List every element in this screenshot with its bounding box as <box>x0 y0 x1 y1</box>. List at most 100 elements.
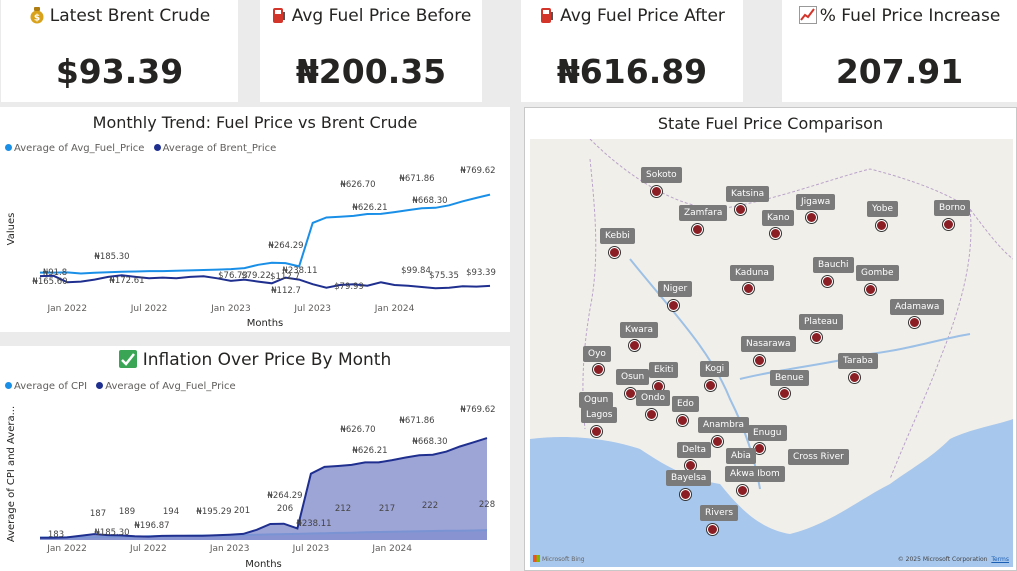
data-label: ₦112.7 <box>271 286 301 296</box>
map-pin[interactable] <box>677 415 688 426</box>
data-label: $79.99 <box>334 282 364 292</box>
map-pin[interactable] <box>735 204 746 215</box>
money-bag-icon: $ <box>29 6 45 24</box>
inflation-area-chart[interactable]: Average of CPI and Avera... Months Jan 202… <box>0 346 510 571</box>
kpi-title: Avg Fuel Price After <box>521 6 743 26</box>
state-label-niger: Niger <box>658 281 693 297</box>
data-label: 217 <box>379 504 395 514</box>
state-label-katsina: Katsina <box>726 186 770 202</box>
kpi-value: 207.91 <box>835 52 964 91</box>
state-label-kebbi: Kebbi <box>600 228 635 244</box>
x-tick-label: Jan 2023 <box>210 304 251 314</box>
state-label-lagos: Lagos <box>581 407 618 423</box>
map-pin[interactable] <box>865 284 876 295</box>
map-pin[interactable] <box>680 489 691 500</box>
data-label: ₦185.30 <box>94 252 129 262</box>
trend-chart-panel[interactable]: Monthly Trend: Fuel Price vs Brent Crude… <box>0 107 510 332</box>
kpi-title: $ Latest Brent Crude <box>1 6 238 26</box>
data-label: 206 <box>277 504 293 514</box>
state-label-enugu: Enugu <box>748 425 787 441</box>
chart-title: Monthly Trend: Fuel Price vs Brent Crude <box>92 113 418 132</box>
x-tick-label: Jan 2022 <box>46 544 87 554</box>
state-label-plateau: Plateau <box>799 314 843 330</box>
map-pin[interactable] <box>737 485 748 496</box>
data-label: ₦165.60 <box>32 277 67 287</box>
state-label-akwa-ibom: Akwa Ibom <box>725 466 785 482</box>
legend-item[interactable]: Average of CPI <box>5 381 87 392</box>
map-pin[interactable] <box>651 186 662 197</box>
map-pin[interactable] <box>849 372 860 383</box>
legend-item[interactable]: Average of Avg_Fuel_Price <box>96 381 236 392</box>
trend-line-chart[interactable]: Values Months Jan 2022 Jul 2022 Jan 2023 Jul … <box>0 107 510 332</box>
map-pin[interactable] <box>646 409 657 420</box>
legend-item[interactable]: Average of Avg_Fuel_Price <box>5 143 144 154</box>
data-label: ₦671.86 <box>399 174 434 184</box>
map-pin[interactable] <box>806 212 817 223</box>
map-terms-link[interactable]: Terms <box>991 556 1009 563</box>
kpi-card-fuel-increase[interactable]: % Fuel Price Increase 207.91 <box>782 0 1017 102</box>
x-axis-label: Months <box>247 318 284 329</box>
data-label: 201 <box>234 506 250 516</box>
map-pin[interactable] <box>909 317 920 328</box>
state-label-kaduna: Kaduna <box>730 265 774 281</box>
data-label: 194 <box>163 507 179 517</box>
data-label: ₦91.8 <box>43 268 67 278</box>
map-pin[interactable] <box>754 355 765 366</box>
map-area[interactable]: Sokoto Katsina Jigawa Zamfara Kano Yobe Borno K… <box>530 139 1013 567</box>
x-tick-label: Jan 2024 <box>371 544 412 554</box>
map-pin[interactable] <box>609 247 620 258</box>
chart-increasing-icon <box>798 6 817 24</box>
state-label-delta: Delta <box>677 442 712 458</box>
map-pin[interactable] <box>692 224 703 235</box>
map-pin[interactable] <box>593 364 604 375</box>
inflation-chart-panel[interactable]: Inflation Over Price By Month Average of… <box>0 346 510 571</box>
map-pin[interactable] <box>770 228 781 239</box>
microsoft-logo-icon <box>533 555 540 562</box>
data-label: ₦196.87 <box>134 521 169 531</box>
data-label: ₦668.30 <box>412 196 447 206</box>
kpi-card-latest-brent[interactable]: $ Latest Brent Crude $93.39 <box>1 0 238 102</box>
x-tick-label: Jul 2022 <box>130 304 168 314</box>
state-label-benue: Benue <box>770 370 809 386</box>
kpi-value: ₦616.89 <box>556 52 708 91</box>
map-pin[interactable] <box>629 340 640 351</box>
state-label-kogi: Kogi <box>700 361 730 377</box>
map-pin[interactable] <box>743 283 754 294</box>
data-label: $79.22 <box>241 271 271 281</box>
kpi-card-avg-fuel-after[interactable]: Avg Fuel Price After ₦616.89 <box>521 0 743 102</box>
map-pin[interactable] <box>705 380 716 391</box>
map-pin[interactable] <box>822 276 833 287</box>
data-label: 228 <box>479 500 495 510</box>
data-label: ₦626.21 <box>352 203 387 213</box>
x-tick-label: Jan 2022 <box>46 304 87 314</box>
map-pin[interactable] <box>668 300 679 311</box>
data-label: ₦769.62 <box>460 166 495 176</box>
state-label-osun: Osun <box>616 369 650 385</box>
x-tick-label: Jul 2022 <box>129 544 167 554</box>
map-copyright: © 2025 Microsoft Corporation Terms <box>897 556 1009 563</box>
map-pin[interactable] <box>707 524 718 535</box>
map-pins: Sokoto Katsina Jigawa Zamfara Kano Yobe Borno K… <box>530 139 1013 567</box>
map-pin[interactable] <box>779 388 790 399</box>
map-pin[interactable] <box>591 426 602 437</box>
map-pin[interactable] <box>811 332 822 343</box>
chart-legend: Average of Avg_Fuel_Price Average of Bre… <box>5 143 282 154</box>
x-tick-label: Jul 2023 <box>292 544 330 554</box>
state-label-rivers: Rivers <box>700 505 739 521</box>
data-label: ₦238.11 <box>282 266 317 276</box>
map-pin[interactable] <box>712 436 723 447</box>
state-label-adamawa: Adamawa <box>890 299 945 315</box>
state-label-ogun: Ogun <box>579 392 614 408</box>
map-pin[interactable] <box>876 220 887 231</box>
map-panel[interactable]: State Fuel Price Comparison Sokoto Katsin… <box>524 107 1017 571</box>
data-label: $76.73 <box>218 271 248 281</box>
map-pin[interactable] <box>625 388 636 399</box>
legend-item[interactable]: Average of Brent_Price <box>153 143 276 154</box>
data-label: $112.7 <box>270 272 300 282</box>
state-label-edo: Edo <box>672 396 699 412</box>
map-pin[interactable] <box>943 219 954 230</box>
series-line <box>39 274 491 290</box>
kpi-card-avg-fuel-before[interactable]: Avg Fuel Price Before ₦200.35 <box>260 0 482 102</box>
x-tick-label: Jan 2024 <box>374 304 415 314</box>
svg-text:$: $ <box>34 14 40 24</box>
